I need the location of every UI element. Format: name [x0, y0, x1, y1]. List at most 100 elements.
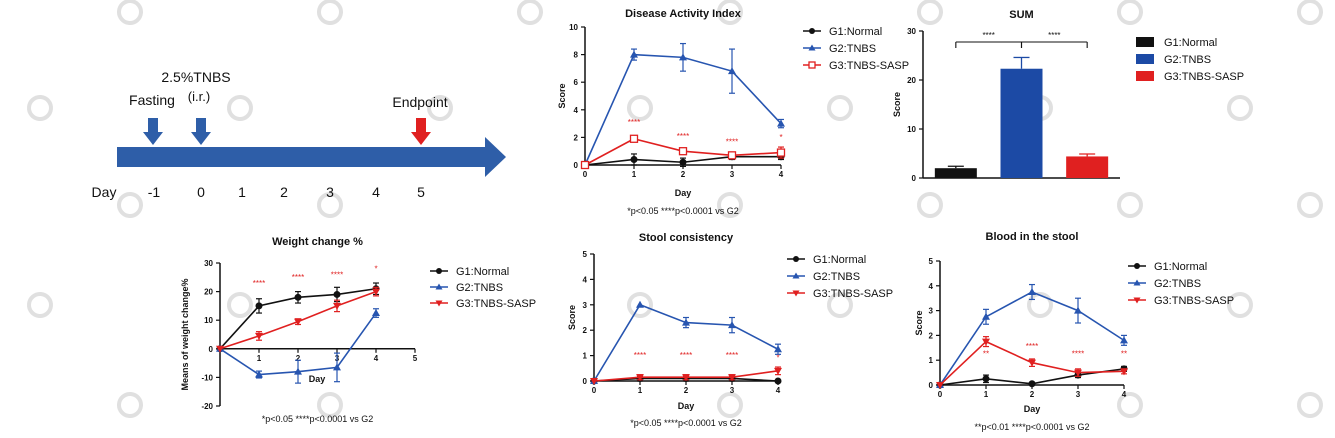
- y-tick-label: 8: [574, 51, 579, 60]
- watermark-logo-icon: [317, 0, 343, 25]
- x-tick-label: 3: [730, 170, 735, 179]
- bar: [934, 168, 977, 178]
- watermark-logo-icon: [627, 292, 653, 318]
- x-tick-label: 4: [374, 354, 379, 363]
- data-point: [728, 374, 736, 382]
- x-tick-label: 3: [1076, 390, 1081, 399]
- timeline-endpoint-label: Endpoint: [392, 94, 447, 110]
- watermark-ring: [517, 0, 543, 25]
- y-axis-label: Means of weight change%: [180, 278, 190, 390]
- watermark-logo-icon: [827, 95, 853, 121]
- y-tick-label: 10: [907, 125, 916, 134]
- watermark-ring: [827, 95, 853, 121]
- x-tick-label: 4: [1122, 390, 1127, 399]
- watermark-logo-icon: [317, 392, 343, 418]
- timeline-day-tick: 3: [326, 184, 334, 200]
- significance-label: ****: [726, 137, 738, 146]
- data-point: [1074, 306, 1082, 314]
- timeline-diagram: 2.5%TNBS (i.r.) Fasting Endpoint Day -1 0…: [92, 69, 506, 200]
- watermark-logo-icon: [27, 95, 53, 121]
- watermark-ring: [627, 292, 653, 318]
- watermark-ring: [427, 95, 453, 121]
- watermark-logo-icon: [117, 192, 143, 218]
- watermark-logo-icon: [917, 0, 943, 25]
- legend-label: G3:TNBS-SASP: [1154, 295, 1234, 307]
- watermark-ring: [1227, 292, 1253, 318]
- y-tick-label: 10: [569, 23, 578, 32]
- chart-sum: SUM 0 10 20 30 Score **** **** G1:Normal G2:TNBS G…: [892, 9, 1244, 183]
- legend-label: G2:TNBS: [829, 43, 876, 55]
- data-point: [982, 338, 990, 346]
- series-g2-tnbs: [216, 308, 380, 384]
- watermark-logo-icon: [717, 0, 743, 25]
- watermark-layer: [27, 0, 1323, 418]
- data-point: [1028, 288, 1036, 295]
- y-axis-label: Score: [892, 92, 902, 117]
- significance-label: ****: [634, 351, 646, 360]
- series-g2-tnbs: [590, 300, 782, 384]
- x-tick-label: 1: [632, 170, 637, 179]
- series-g3-tnbs-sasp: [936, 336, 1128, 389]
- endpoint-arrow-icon: [411, 118, 431, 145]
- series-g2-tnbs: [581, 42, 785, 168]
- y-tick-label: 4: [929, 282, 934, 291]
- y-tick-label: 2: [574, 133, 579, 142]
- x-tick-label: 1: [257, 354, 262, 363]
- watermark-ring: [917, 192, 943, 218]
- data-point: [636, 300, 644, 308]
- legend-label: G3:TNBS-SASP: [456, 298, 536, 310]
- legend-label: G1:Normal: [1164, 37, 1217, 49]
- timeline-route-label: (i.r.): [188, 89, 210, 104]
- significance-label: ****: [628, 118, 640, 127]
- watermark-ring: [117, 192, 143, 218]
- data-point: [1028, 359, 1036, 367]
- legend-label: G3:TNBS-SASP: [829, 60, 909, 72]
- watermark-ring: [27, 95, 53, 121]
- x-tick-label: 5: [413, 354, 418, 363]
- x-tick-label: 2: [681, 170, 686, 179]
- data-point: [776, 148, 786, 157]
- significance-label: ****: [982, 31, 994, 40]
- bar: [1000, 68, 1043, 178]
- significance-label: ****: [292, 273, 304, 282]
- x-tick-label: 4: [779, 170, 784, 179]
- timeline-day-tick: 0: [197, 184, 205, 200]
- data-point: [216, 345, 224, 353]
- chart-title: SUM: [1009, 9, 1033, 21]
- data-point: [1133, 297, 1141, 304]
- timeline-bar: [117, 147, 487, 167]
- y-tick-label: 1: [929, 356, 934, 365]
- data-point: [294, 293, 302, 301]
- data-point: [630, 155, 638, 163]
- significance-label: ****: [1048, 31, 1060, 40]
- series-line: [939, 291, 1125, 386]
- y-tick-label: 30: [907, 27, 916, 36]
- data-point: [679, 53, 687, 61]
- significance-bracket: ****: [955, 31, 1023, 48]
- y-tick-label: 10: [204, 316, 213, 325]
- y-axis-label: Score: [914, 310, 924, 335]
- legend-label: G3:TNBS-SASP: [813, 288, 893, 300]
- data-point: [333, 290, 341, 298]
- y-tick-label: 0: [574, 161, 579, 170]
- x-tick-label: 1: [638, 386, 643, 395]
- watermark-ring: [1117, 192, 1143, 218]
- x-axis-label: Day: [675, 188, 692, 198]
- data-point: [792, 272, 800, 279]
- chart-title: Disease Activity Index: [625, 8, 742, 20]
- timeline-day-tick: 1: [238, 184, 246, 200]
- significance-label: ****: [680, 351, 692, 360]
- timeline-day-label: Day: [92, 184, 117, 200]
- watermark-logo-icon: [627, 95, 653, 121]
- data-point: [1134, 263, 1140, 269]
- data-point: [636, 374, 644, 382]
- watermark-ring: [117, 0, 143, 25]
- data-point: [436, 268, 442, 274]
- timeline-day-tick: -1: [148, 184, 161, 200]
- watermark-ring: [1117, 392, 1143, 418]
- y-tick-label: 0: [209, 345, 214, 354]
- watermark-ring: [1227, 95, 1253, 121]
- legend-label: G2:TNBS: [1154, 278, 1201, 290]
- watermark-ring: [317, 0, 343, 25]
- legend-label: G1:Normal: [1154, 261, 1207, 273]
